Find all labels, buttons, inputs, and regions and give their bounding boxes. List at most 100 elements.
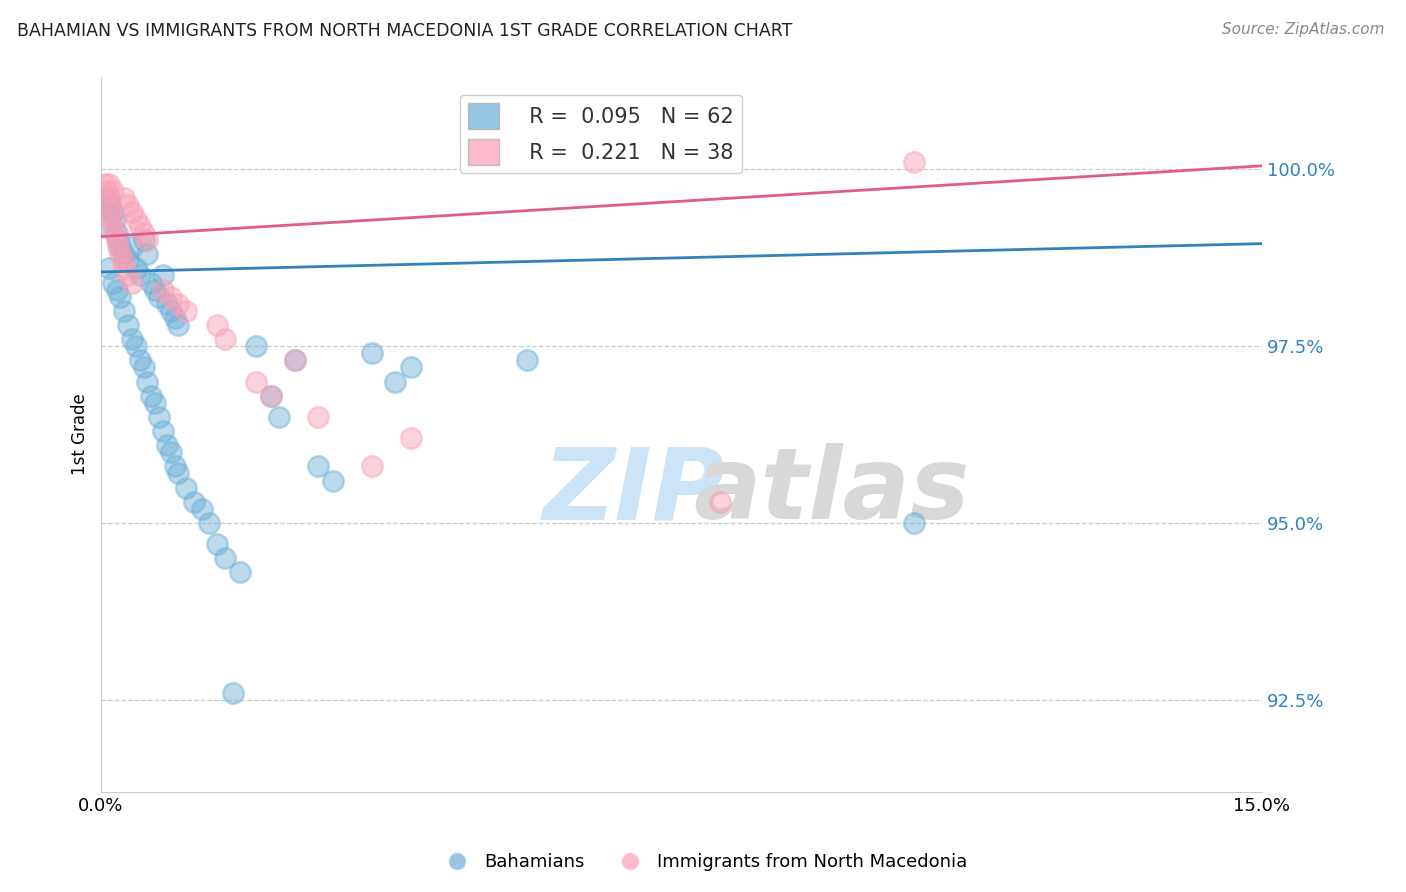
Point	[128, 219, 150, 233]
Point	[399, 360, 422, 375]
Point	[107, 240, 129, 254]
Point	[107, 233, 129, 247]
Point	[167, 297, 190, 311]
Point	[174, 303, 197, 318]
Point	[384, 375, 406, 389]
Point	[105, 283, 128, 297]
Point	[98, 198, 121, 212]
Point	[245, 375, 267, 389]
Point	[136, 247, 159, 261]
Point	[205, 318, 228, 332]
Point	[148, 409, 170, 424]
Point	[229, 566, 252, 580]
Point	[156, 438, 179, 452]
Point	[96, 198, 118, 212]
Point	[104, 211, 127, 226]
Point	[96, 184, 118, 198]
Point	[94, 177, 117, 191]
Point	[97, 204, 120, 219]
Point	[117, 318, 139, 332]
Point	[98, 211, 121, 226]
Point	[361, 346, 384, 360]
Point	[136, 233, 159, 247]
Point	[260, 389, 283, 403]
Point	[125, 261, 148, 276]
Point	[190, 501, 212, 516]
Point	[105, 226, 128, 240]
Point	[97, 177, 120, 191]
Point	[121, 332, 143, 346]
Point	[260, 389, 283, 403]
Point	[245, 339, 267, 353]
Point	[132, 360, 155, 375]
Point	[105, 233, 128, 247]
Point	[183, 495, 205, 509]
Point	[132, 226, 155, 240]
Point	[221, 686, 243, 700]
Point	[101, 219, 124, 233]
Point	[159, 445, 181, 459]
Point	[214, 551, 236, 566]
Point	[104, 226, 127, 240]
Point	[121, 276, 143, 290]
Point	[121, 204, 143, 219]
Point	[96, 219, 118, 233]
Point	[143, 396, 166, 410]
Point	[159, 303, 181, 318]
Point	[903, 155, 925, 169]
Point	[97, 261, 120, 276]
Point	[110, 240, 132, 254]
Point	[94, 198, 117, 212]
Point	[307, 409, 329, 424]
Text: BAHAMIAN VS IMMIGRANTS FROM NORTH MACEDONIA 1ST GRADE CORRELATION CHART: BAHAMIAN VS IMMIGRANTS FROM NORTH MACEDO…	[17, 22, 792, 40]
Legend:   R =  0.095   N = 62,   R =  0.221   N = 38: R = 0.095 N = 62, R = 0.221 N = 38	[460, 95, 742, 173]
Point	[121, 240, 143, 254]
Point	[174, 481, 197, 495]
Point	[163, 459, 186, 474]
Point	[97, 191, 120, 205]
Point	[361, 459, 384, 474]
Text: atlas: atlas	[693, 443, 970, 541]
Point	[112, 303, 135, 318]
Point	[143, 283, 166, 297]
Point	[94, 191, 117, 205]
Point	[167, 467, 190, 481]
Point	[125, 211, 148, 226]
Point	[152, 283, 174, 297]
Point	[112, 191, 135, 205]
Point	[322, 474, 344, 488]
Point	[283, 353, 305, 368]
Point	[101, 184, 124, 198]
Y-axis label: 1st Grade: 1st Grade	[72, 393, 89, 475]
Point	[136, 375, 159, 389]
Legend: Bahamians, Immigrants from North Macedonia: Bahamians, Immigrants from North Macedon…	[432, 847, 974, 879]
Point	[148, 290, 170, 304]
Point	[132, 233, 155, 247]
Point	[112, 261, 135, 276]
Point	[516, 353, 538, 368]
Text: ZIP: ZIP	[543, 443, 725, 541]
Point	[128, 268, 150, 283]
Text: Source: ZipAtlas.com: Source: ZipAtlas.com	[1222, 22, 1385, 37]
Point	[283, 353, 305, 368]
Point	[152, 268, 174, 283]
Point	[709, 495, 731, 509]
Point	[117, 198, 139, 212]
Point	[111, 254, 134, 268]
Point	[167, 318, 190, 332]
Point	[214, 332, 236, 346]
Point	[159, 290, 181, 304]
Point	[110, 247, 132, 261]
Point	[117, 254, 139, 268]
Point	[141, 389, 163, 403]
Point	[112, 247, 135, 261]
Point	[205, 537, 228, 551]
Point	[903, 516, 925, 530]
Point	[101, 204, 124, 219]
Point	[198, 516, 221, 530]
Point	[101, 276, 124, 290]
Point	[152, 424, 174, 438]
Point	[110, 290, 132, 304]
Point	[156, 297, 179, 311]
Point	[141, 276, 163, 290]
